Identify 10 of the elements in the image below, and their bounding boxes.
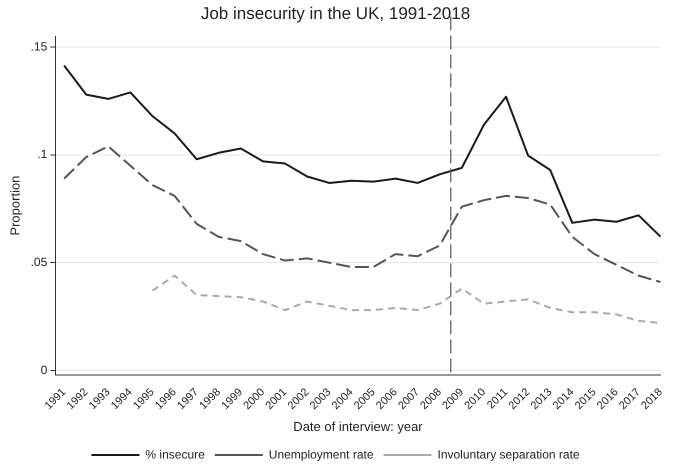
y-tick-label: .1	[37, 147, 48, 162]
y-axis-title: Proportion	[7, 176, 22, 236]
x-axis-title: Date of interview: year	[293, 418, 424, 434]
y-tick-label: 0	[40, 362, 48, 377]
legend-label: Unemployment rate	[268, 447, 374, 462]
legend-label: Involuntary separation rate	[437, 447, 580, 462]
y-tick-label: .05	[30, 255, 48, 270]
chart-title: Job insecurity in the UK, 1991-2018	[200, 4, 470, 23]
legend-label: % insecure	[145, 447, 206, 462]
y-tick-label: .15	[30, 39, 48, 54]
